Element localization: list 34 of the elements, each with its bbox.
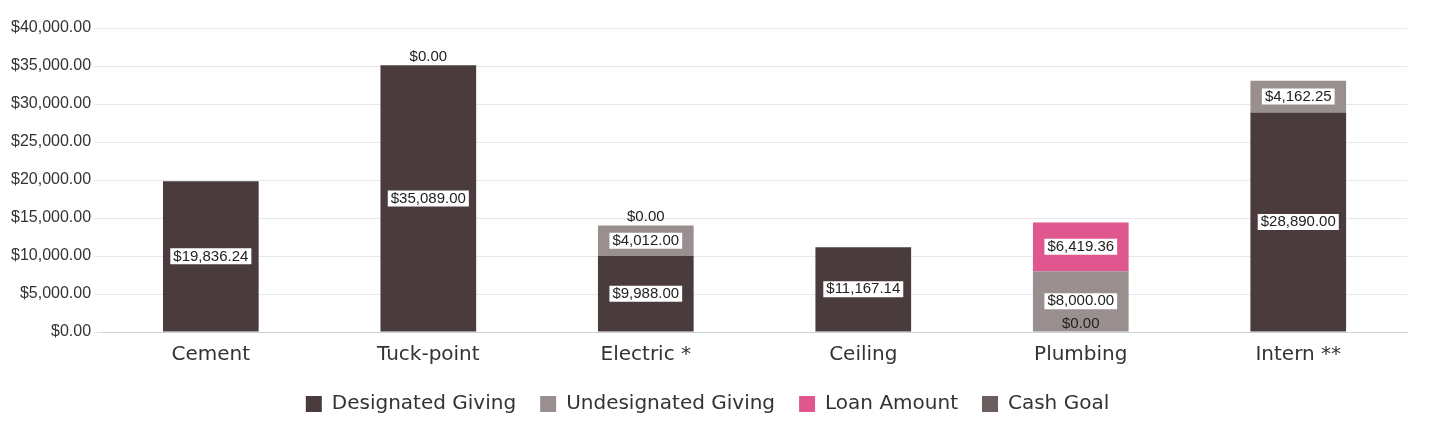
data-label: $4,012.00 <box>612 230 680 248</box>
bar <box>162 181 259 332</box>
annotation: $0.00 <box>1062 313 1100 331</box>
y-tick-label: $25,000.00 <box>11 132 92 150</box>
annotation: $0.00 <box>627 207 665 225</box>
bar <box>1250 112 1347 332</box>
y-tick-label: $35,000.00 <box>11 56 92 74</box>
x-tick-label: Ceiling <box>829 341 898 366</box>
x-tick-label: Electric * <box>600 341 692 366</box>
bar <box>380 65 477 332</box>
y-tick-label: $10,000.00 <box>11 246 92 264</box>
y-tick-label: $15,000.00 <box>11 208 92 226</box>
data-label: $4,162.25 <box>1264 86 1332 104</box>
x-tick-label: Intern ** <box>1255 341 1342 366</box>
x-tick-label: Plumbing <box>1034 341 1128 366</box>
y-tick-label: $30,000.00 <box>11 94 92 112</box>
data-label: $11,167.14 <box>826 279 901 297</box>
y-tick-label: $40,000.00 <box>11 18 92 36</box>
x-tick-label: Cement <box>171 341 251 366</box>
y-tick-label: $20,000.00 <box>11 170 92 188</box>
x-tick-label: Tuck-point <box>375 341 480 366</box>
y-tick-label: $0.00 <box>51 322 92 340</box>
y-tick-label: $5,000.00 <box>19 284 92 302</box>
legend-label: Designated Giving <box>331 390 517 415</box>
data-label: $9,988.00 <box>612 283 680 301</box>
legend-label: Loan Amount <box>825 390 959 415</box>
legend-label: Cash Goal <box>1007 390 1110 415</box>
annotation: $0.00 <box>409 46 448 64</box>
data-label: $19,836.24 <box>173 246 249 264</box>
data-label: $8,000.00 <box>1047 291 1115 309</box>
data-label: $6,419.36 <box>1047 236 1115 254</box>
legend-label: Undesignated Giving <box>566 390 776 415</box>
data-label: $28,890.00 <box>1260 212 1336 230</box>
data-label: $35,089.00 <box>390 188 466 206</box>
